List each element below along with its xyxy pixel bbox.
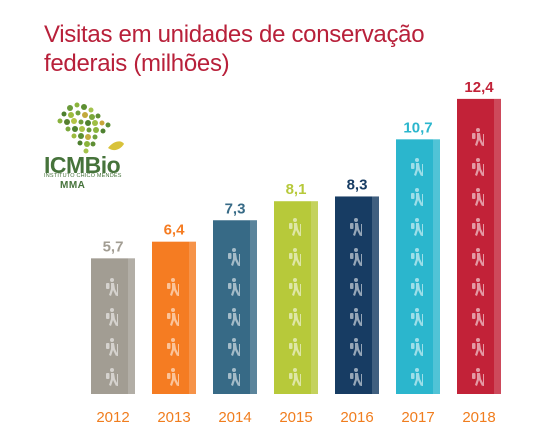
hiker-icon: [350, 338, 362, 356]
hiker-icon: [472, 218, 484, 236]
value-label: 7,3: [225, 200, 246, 217]
value-label: 6,4: [164, 222, 186, 239]
hiker-icon: [350, 248, 362, 266]
value-label: 10,7: [403, 119, 432, 136]
hiker-icon: [289, 248, 301, 266]
hiker-icon: [472, 128, 484, 146]
year-label: 2017: [401, 409, 434, 426]
bar-shade: [311, 201, 318, 394]
hiker-icon: [350, 218, 362, 236]
hiker-icon: [106, 278, 118, 296]
hiker-icon: [472, 338, 484, 356]
hiker-icon: [411, 218, 423, 236]
year-label: 2012: [96, 409, 129, 426]
hiker-icon: [472, 278, 484, 296]
bar-shade: [128, 258, 135, 394]
value-label: 12,4: [464, 79, 494, 96]
hiker-icon: [411, 278, 423, 296]
leaf-icon: [108, 141, 124, 151]
year-label: 2018: [462, 409, 495, 426]
bar-shade: [433, 139, 440, 394]
hiker-icon: [350, 308, 362, 326]
hiker-icon: [106, 368, 118, 386]
brazil-map-dots-icon: [57, 102, 111, 154]
value-label: 8,3: [347, 176, 368, 193]
hiker-icon: [167, 278, 179, 296]
logo-org: MMA: [60, 180, 86, 191]
hiker-icon: [228, 278, 240, 296]
bar-2017: [396, 139, 440, 394]
hiker-icon: [167, 368, 179, 386]
page-title: Visitas em unidades de conservação feder…: [44, 21, 425, 77]
value-label: 5,7: [103, 238, 124, 255]
hiker-icon: [350, 368, 362, 386]
hiker-icon: [472, 248, 484, 266]
hiker-icon: [411, 248, 423, 266]
hiker-icon: [289, 368, 301, 386]
hiker-icon: [228, 248, 240, 266]
bar-2015: [274, 201, 318, 394]
hiker-icon: [411, 368, 423, 386]
hiker-icon: [472, 308, 484, 326]
hiker-icon: [350, 278, 362, 296]
hiker-icon: [472, 368, 484, 386]
hiker-icon: [472, 158, 484, 176]
hiker-icon: [106, 338, 118, 356]
hiker-icon: [411, 188, 423, 206]
bar-shade: [494, 98, 501, 394]
hiker-icon: [106, 308, 118, 326]
year-label: 2013: [157, 409, 190, 426]
bar-shade: [250, 220, 257, 394]
bar-shade: [372, 196, 379, 394]
hiker-icon: [289, 218, 301, 236]
hiker-icon: [289, 338, 301, 356]
hiker-icon: [167, 308, 179, 326]
year-label: 2016: [340, 409, 373, 426]
hiker-icon: [228, 308, 240, 326]
year-label: 2014: [218, 409, 251, 426]
hiker-icon: [472, 188, 484, 206]
hiker-icon: [411, 338, 423, 356]
hiker-icon: [228, 338, 240, 356]
hiker-icon: [411, 158, 423, 176]
hiker-icon: [289, 278, 301, 296]
hiker-icon: [289, 308, 301, 326]
year-label: 2015: [279, 409, 312, 426]
logo-subtitle: INSTITUTO CHICO MENDES: [44, 173, 122, 179]
bar-shade: [189, 241, 196, 394]
hiker-icon: [167, 338, 179, 356]
hiker-icon: [411, 308, 423, 326]
icmbio-logo: [57, 102, 124, 154]
logo-name: ICMBio: [44, 152, 121, 178]
value-label: 8,1: [286, 181, 307, 198]
hiker-icon: [228, 368, 240, 386]
